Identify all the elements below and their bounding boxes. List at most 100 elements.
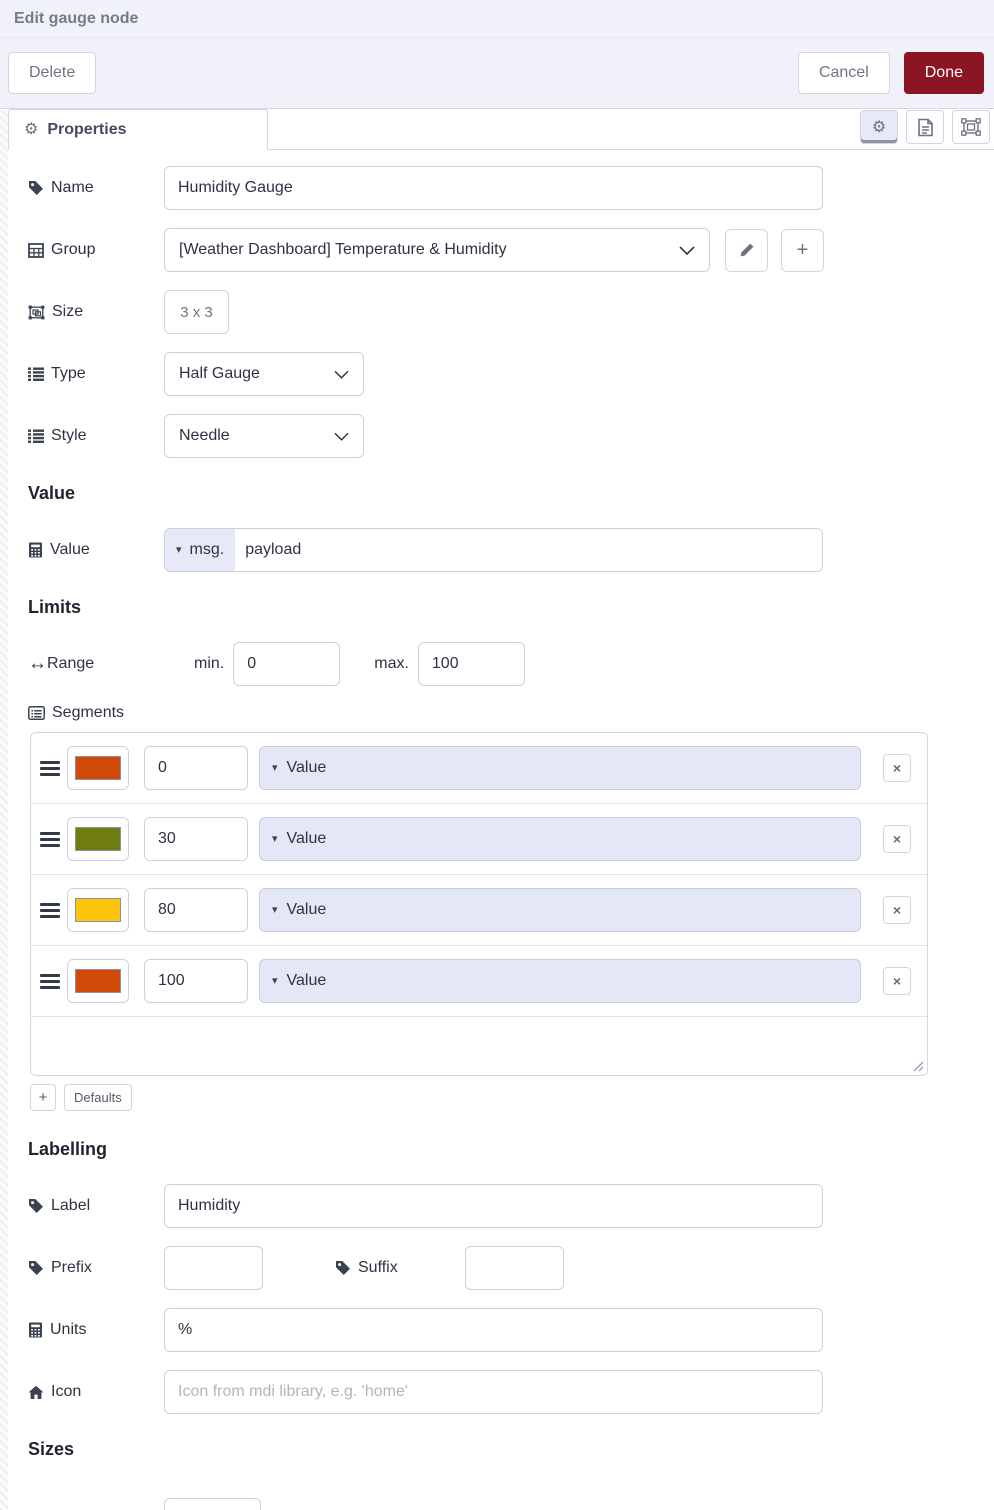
- group-select-value: [Weather Dashboard] Temperature & Humidi…: [179, 241, 507, 258]
- segments-label: Segments: [28, 704, 994, 722]
- group-row: Group [Weather Dashboard] Temperature & …: [28, 228, 994, 272]
- add-segment-button[interactable]: +: [30, 1084, 56, 1111]
- segment-color-swatch: [75, 827, 121, 851]
- delete-button[interactable]: Delete: [8, 52, 97, 94]
- style-label: Style: [28, 427, 164, 445]
- appearance-icon: [961, 118, 981, 136]
- drag-handle-icon[interactable]: [40, 900, 60, 921]
- style-select[interactable]: Needle: [164, 414, 364, 458]
- segment-type-selector[interactable]: ▾ Value: [259, 817, 861, 861]
- label-input[interactable]: [164, 1184, 823, 1228]
- range-min-input[interactable]: [233, 642, 341, 686]
- appearance-tab-button[interactable]: [952, 110, 990, 144]
- object-group-icon: [28, 305, 45, 319]
- drag-handle-icon[interactable]: [40, 758, 60, 779]
- type-select[interactable]: Half Gauge: [164, 352, 364, 396]
- pencil-icon: [740, 243, 753, 257]
- group-select[interactable]: [Weather Dashboard] Temperature & Humidi…: [164, 228, 710, 272]
- drag-handle-icon[interactable]: [40, 829, 60, 850]
- gear-icon: ⚙: [871, 119, 887, 136]
- remove-segment-button[interactable]: ×: [883, 896, 911, 924]
- value-type-label: msg.: [189, 541, 225, 558]
- tray-resize-handle[interactable]: [0, 110, 8, 1510]
- segment-value-input[interactable]: [144, 817, 248, 861]
- tag-icon: [336, 1261, 350, 1275]
- value-row: Value ▾ msg.: [28, 528, 994, 572]
- segment-type-label: Value: [286, 759, 327, 776]
- segment-type-label: Value: [286, 901, 327, 918]
- segment-color-button[interactable]: [67, 959, 129, 1003]
- remove-segment-button[interactable]: ×: [883, 754, 911, 782]
- segment-value-input[interactable]: [144, 746, 248, 790]
- close-icon: ×: [892, 831, 902, 847]
- properties-tab-button[interactable]: ⚙: [860, 110, 898, 144]
- segment-value-input[interactable]: [144, 959, 248, 1003]
- caret-down-icon: ▾: [176, 543, 182, 556]
- segment-type-label: Value: [286, 830, 327, 847]
- gear-icon: ⚙: [24, 120, 39, 138]
- edit-group-button[interactable]: [725, 228, 768, 272]
- segments-list: ▾ Value × ▾ Value ×: [30, 732, 928, 1076]
- label-row: Label: [28, 1184, 994, 1228]
- remove-segment-button[interactable]: ×: [883, 967, 911, 995]
- list-alt-icon: [28, 706, 45, 720]
- label-label: Label: [28, 1197, 164, 1215]
- segment-color-button[interactable]: [67, 817, 129, 861]
- type-row: Type Half Gauge: [28, 352, 994, 396]
- prefix-input[interactable]: [164, 1246, 263, 1290]
- caret-down-icon: ▾: [272, 974, 278, 987]
- range-row: ↔ Range min. max.: [28, 642, 994, 686]
- add-group-button[interactable]: +: [781, 228, 824, 272]
- segment-type-selector[interactable]: ▾ Value: [259, 959, 861, 1003]
- range-min-label: min.: [194, 655, 225, 672]
- chevron-down-icon: [334, 432, 349, 441]
- icon-label: Icon: [28, 1383, 164, 1401]
- tab-properties[interactable]: ⚙ Properties: [8, 109, 268, 150]
- tag-icon: [29, 1199, 43, 1213]
- description-tab-button[interactable]: [906, 110, 944, 144]
- type-label: Type: [28, 365, 164, 383]
- table-icon: [28, 242, 44, 258]
- sizes-partial-input[interactable]: [164, 1498, 261, 1510]
- segments-defaults-button[interactable]: Defaults: [64, 1084, 132, 1111]
- calculator-icon: [29, 542, 42, 558]
- segment-type-selector[interactable]: ▾ Value: [259, 888, 861, 932]
- segment-color-button[interactable]: [67, 888, 129, 932]
- segment-color-button[interactable]: [67, 746, 129, 790]
- value-property-input[interactable]: [235, 529, 822, 571]
- icon-row: Icon: [28, 1370, 994, 1414]
- segment-value-input[interactable]: [144, 888, 248, 932]
- range-label: ↔ Range: [28, 653, 95, 674]
- range-max-input[interactable]: [417, 642, 525, 686]
- dialog-toolbar: Delete Cancel Done: [0, 38, 994, 109]
- icon-input[interactable]: [164, 1370, 823, 1414]
- remove-segment-button[interactable]: ×: [883, 825, 911, 853]
- segment-type-selector[interactable]: ▾ Value: [259, 746, 861, 790]
- suffix-label: Suffix: [335, 1259, 398, 1277]
- close-icon: ×: [892, 902, 902, 918]
- name-input[interactable]: [164, 166, 823, 210]
- drag-handle-icon[interactable]: [40, 971, 60, 992]
- properties-form: Name Group [Weather Dashboard] Temperatu…: [0, 150, 994, 1510]
- cancel-button[interactable]: Cancel: [797, 52, 890, 94]
- size-button[interactable]: 3 x 3: [164, 290, 229, 334]
- suffix-input[interactable]: [464, 1246, 564, 1290]
- value-type-selector[interactable]: ▾ msg.: [165, 529, 236, 571]
- done-button[interactable]: Done: [903, 52, 984, 94]
- tab-properties-label: Properties: [47, 120, 127, 138]
- chevron-down-icon: [679, 245, 695, 255]
- name-label: Name: [28, 179, 164, 197]
- segment-color-swatch: [75, 898, 121, 922]
- dialog-title: Edit gauge node: [14, 9, 139, 27]
- section-value-heading: Value: [28, 483, 76, 503]
- size-label: Size: [28, 303, 164, 321]
- resize-handle-icon[interactable]: [911, 1059, 924, 1072]
- close-icon: ×: [892, 973, 902, 989]
- segments-empty-area: [31, 1017, 927, 1075]
- group-label: Group: [28, 241, 164, 259]
- units-input[interactable]: [164, 1308, 823, 1352]
- chevron-down-icon: [334, 370, 349, 379]
- document-icon: [917, 118, 933, 136]
- segment-row: ▾ Value ×: [31, 875, 927, 946]
- list-icon: [28, 367, 44, 381]
